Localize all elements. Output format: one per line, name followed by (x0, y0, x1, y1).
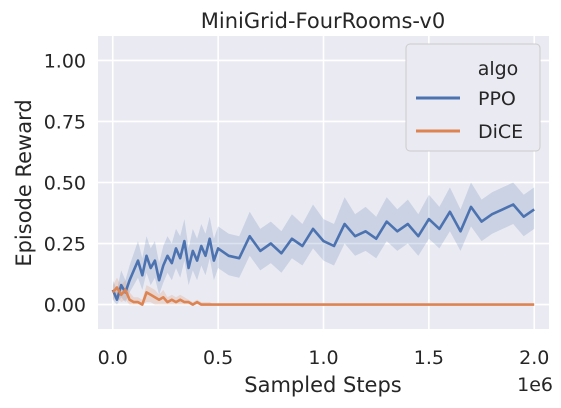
series-line-dice (111, 286, 535, 306)
band-ppo (112, 182, 535, 305)
legend-title: algo (478, 58, 519, 80)
series-line-ppo (111, 203, 535, 302)
x-axis-label: Sampled Steps (244, 373, 402, 397)
y-tick-labels: 0.00 0.25 0.50 0.75 1.00 (44, 50, 86, 316)
band-dice (112, 277, 535, 305)
y-axis-label: Episode Reward (12, 99, 36, 266)
x-tick-label: 2.0 (519, 347, 549, 369)
x-offset-text: 1e6 (517, 374, 553, 396)
legend-box (405, 43, 541, 152)
x-tick-label: 1.0 (308, 347, 338, 369)
y-tick-label: 1.00 (44, 50, 86, 72)
series-lines (111, 203, 535, 306)
x-tick-label: 0.0 (98, 347, 128, 369)
chart-title: MiniGrid-FourRooms-v0 (201, 9, 445, 33)
y-tick-label: 0.75 (44, 111, 86, 133)
legend-label-ppo: PPO (478, 88, 516, 110)
confidence-bands (112, 182, 535, 305)
y-tick-label: 0.50 (44, 173, 86, 195)
x-tick-label: 0.5 (203, 347, 233, 369)
y-tick-label: 0.25 (44, 234, 86, 256)
x-tick-label: 1.5 (414, 347, 444, 369)
y-tick-label: 0.00 (44, 295, 86, 317)
x-tick-labels: 0.0 0.5 1.0 1.5 2.0 (98, 347, 550, 369)
legend-label-dice: DiCE (478, 121, 523, 143)
legend: algo PPO DiCE (405, 43, 541, 152)
